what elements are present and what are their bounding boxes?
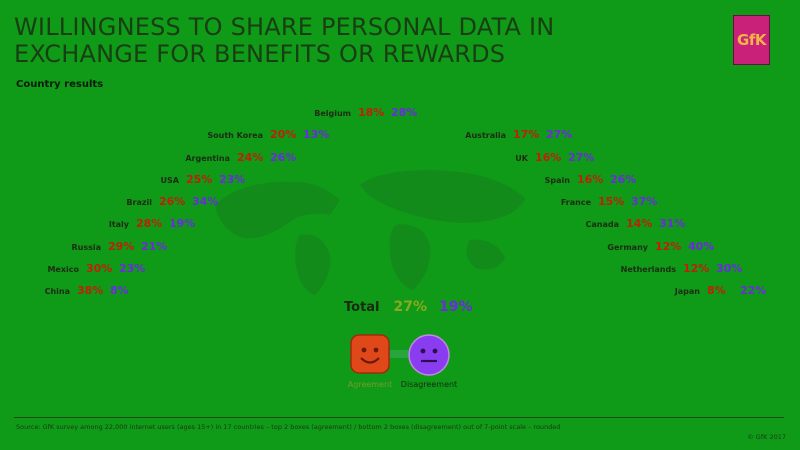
country-row-left: South Korea 20% 13% [181,128,329,142]
agreement-value: 24% [237,151,264,164]
connector-icon [390,350,408,358]
country-name: Argentina [185,154,230,163]
disagreement-value: 19% [169,217,196,230]
country-row-right: Spain 16% 26% [488,173,637,187]
country-name: USA [160,176,179,185]
country-name: Australia [465,131,506,140]
total-disagreement-value: 19% [439,299,473,315]
disagreement-value: 22% [740,284,767,297]
disagreement-value: 13% [303,128,330,141]
country-name: Mexico [47,265,79,274]
agreement-value: 26% [159,195,186,208]
country-row-left: Mexico 30% 23% [0,262,145,276]
smiley-face-icon [350,334,390,374]
country-name: UK [515,154,528,163]
total-row: Total 27% 19% [344,299,473,315]
disagreement-value: 8% [110,284,129,297]
disagreement-value: 23% [219,173,246,186]
country-name: Canada [585,220,620,229]
agreement-value: 12% [655,240,682,253]
country-name: Netherlands [620,265,676,274]
agreement-value: 8% [707,284,726,297]
agreement-value: 16% [577,173,604,186]
agreement-value: 12% [683,262,710,275]
agreement-value: 14% [626,217,653,230]
legend-agreement-label: Agreement [347,380,393,389]
agreement-value: 38% [77,284,104,297]
agreement-value: 30% [86,262,113,275]
country-row-right: France 15% 37% [509,195,658,209]
country-row-left: China 38% 8% [0,284,129,298]
country-row-left: Brazil 26% 34% [70,195,218,209]
agreement-value: 17% [513,128,540,141]
disagreement-value: 28% [391,106,418,119]
country-row-left: Italy 28% 19% [47,217,196,231]
country-name: Japan [674,287,700,296]
agreement-value: 15% [598,195,625,208]
disagreement-value: 27% [568,151,595,164]
country-name: Italy [108,220,129,229]
disagreement-value: 40% [688,240,715,253]
disagreement-value: 26% [270,151,297,164]
country-row-belgium: Belgium 18% 28% [269,106,417,120]
country-name: South Korea [207,131,263,140]
country-row-right: Japan 8% 22% [618,284,767,298]
agreement-value: 20% [270,128,297,141]
country-name: China [44,287,70,296]
country-name: Germany [607,243,648,252]
country-name: Belgium [314,109,351,118]
footer-divider [14,417,784,418]
disagreement-value: 23% [119,262,146,275]
country-row-right: Netherlands 12% 30% [594,262,743,276]
country-row-right: Canada 14% 31% [537,217,686,231]
gfk-logo: GfK [733,15,770,65]
disagreement-value: 30% [716,262,743,275]
agreement-value: 16% [535,151,562,164]
country-name: Russia [71,243,101,252]
country-row-right: Germany 12% 40% [566,240,714,254]
total-agreement-value: 27% [393,299,428,315]
title-line-1: WILLINGNESS TO SHARE PERSONAL DATA IN [14,13,555,41]
chart-title: WILLINGNESS TO SHARE PERSONAL DATA IN EX… [14,14,554,68]
copyright-note: © GfK 2017 [747,433,786,441]
country-row-left: Argentina 24% 26% [148,151,296,165]
country-name: Spain [544,176,570,185]
country-name: France [560,198,591,207]
disagreement-value: 26% [610,173,637,186]
country-row-right: UK 16% 27% [446,151,594,165]
country-row-right: Australia 17% 27% [424,128,572,142]
country-name: Brazil [126,198,152,207]
legend-disagreement-label: Disagreement [400,380,458,389]
agreement-value: 18% [358,106,385,119]
agreement-value: 25% [186,173,213,186]
title-line-2: EXCHANGE FOR BENEFITS OR REWARDS [14,40,506,68]
disagreement-value: 31% [659,217,686,230]
chart-subtitle: Country results [16,79,104,90]
country-row-left: Russia 29% 21% [19,240,167,254]
total-label: Total [344,300,380,315]
disagreement-value: 21% [141,240,168,253]
agreement-value: 28% [136,217,163,230]
country-row-left: USA 25% 23% [97,173,246,187]
neutral-face-icon [408,334,450,376]
disagreement-value: 34% [192,195,219,208]
agreement-value: 29% [108,240,135,253]
disagreement-value: 37% [631,195,658,208]
disagreement-value: 27% [546,128,573,141]
logo-text: GfK [737,31,766,49]
source-note: Source: GfK survey among 22,000 internet… [16,423,561,431]
